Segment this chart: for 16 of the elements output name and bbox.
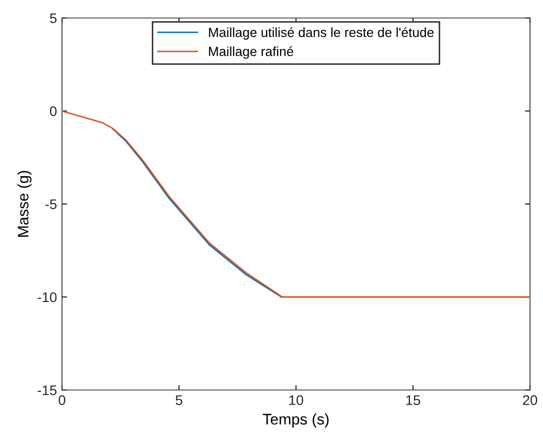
- y-axis-title: Masse (g): [17, 170, 32, 237]
- y-tick-label: -5: [45, 199, 57, 210]
- x-tick-label: 5: [176, 395, 182, 406]
- x-tick-label: 10: [289, 395, 304, 406]
- y-tick-label: 0: [50, 106, 57, 116]
- legend-label: Maillage rafiné: [209, 46, 294, 59]
- y-tick-label: -15: [38, 385, 57, 396]
- x-tick-label: 0: [58, 395, 66, 406]
- x-tick-label: 20: [522, 395, 538, 406]
- y-tick-label: 5: [50, 13, 57, 24]
- legend-label: Maillage utilisé dans le reste de l'étude: [209, 27, 434, 40]
- y-tick-label: -10: [38, 292, 57, 302]
- line-series: [62, 110, 530, 298]
- x-axis-title: Temps (s): [262, 413, 329, 428]
- x-tick-label: 15: [406, 395, 420, 406]
- line-series: [112, 128, 282, 298]
